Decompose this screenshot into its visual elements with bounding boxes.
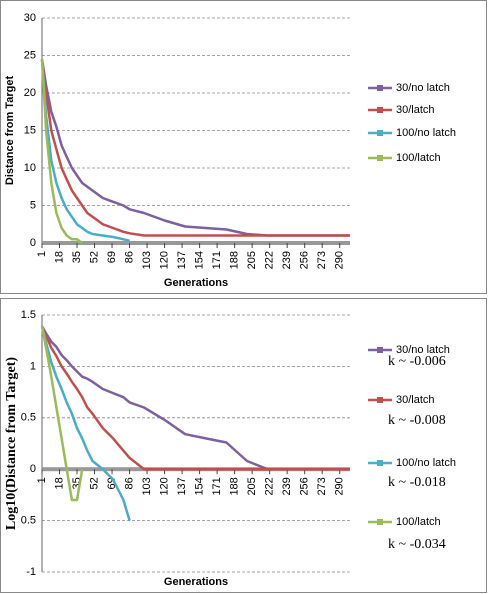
x-tick-label: 154 [194,251,206,269]
legend-marker [377,107,383,113]
y-tick-label: 10 [24,162,36,174]
series-line [40,325,131,521]
y-tick-label: 0 [30,463,36,475]
x-tick-label: 103 [141,251,153,269]
x-tick-label: 18 [53,477,65,489]
legend-label: 30/latch [396,104,435,116]
x-tick-label: 273 [316,477,328,495]
x-tick-label: 171 [211,251,223,269]
y-tick-label: 0.5 [21,412,36,424]
annotation: k ~ -0.018 [388,475,446,490]
y-tick-label: 5 [30,199,36,211]
x-tick-label: 188 [229,251,241,269]
x-tick-label: 154 [194,477,206,495]
x-tick-label: 256 [299,251,311,269]
y-tick-label: 0 [30,237,36,249]
y-tick-label: 25 [24,49,36,61]
annotation: k ~ -0.008 [388,413,446,428]
legend-marker [377,460,383,466]
x-tick-label: 120 [158,477,170,495]
x-tick-label: 69 [106,477,118,489]
x-tick-label: 18 [53,251,65,263]
x-tick-label: 188 [229,477,241,495]
legend-marker [377,347,383,353]
series-line [40,325,350,471]
x-tick-label: 86 [123,477,135,489]
x-tick-label: 1 [36,251,48,257]
legend-label: 100/latch [396,152,441,164]
x-tick-label: 1 [36,477,48,483]
y-tick-label: 20 [24,87,36,99]
series-line [40,325,350,471]
x-tick-label: 290 [334,251,346,269]
y-tick-label: 15 [24,124,36,136]
x-tick-label: 137 [176,477,188,495]
x-tick-label: 69 [106,251,118,263]
y-tick-label: 30 [24,12,36,24]
legend-label: 100/latch [396,516,441,528]
x-tick-label: 239 [281,251,293,269]
y-tick-label: 0.5 [21,515,36,527]
x-tick-label: 239 [281,477,293,495]
x-tick-label: 86 [123,251,135,263]
series-line [40,59,83,245]
x-axis-band [42,241,350,245]
y-tick-label: 1.5 [21,309,36,321]
x-tick-label: 35 [71,251,83,263]
y-axis-title: Distance from Target [4,76,16,186]
chart-frame [0,298,487,593]
x-tick-label: 205 [246,477,258,495]
x-tick-label: 222 [264,251,276,269]
x-tick-label: 273 [316,251,328,269]
x-axis-title: Generations [164,576,228,588]
series-line [40,326,84,502]
legend-label: 30/no latch [396,82,450,94]
legend-label: 30/no latch [396,344,450,356]
legend-marker [377,85,383,91]
y-tick-label: 1 [30,360,36,372]
legend-label: 30/latch [396,394,435,406]
legend-marker [377,155,383,161]
x-tick-label: 52 [88,477,100,489]
x-tick-label: 205 [246,251,258,269]
x-tick-label: 137 [176,251,188,269]
x-tick-label: 103 [141,477,153,495]
legend-marker [377,519,383,525]
annotation: k ~ -0.034 [388,537,446,552]
legend-label: 100/no latch [396,457,456,469]
annotation: k ~ -0.006 [388,354,446,369]
y-axis-title: Log10(Distance from Target) [4,357,19,530]
legend-marker [377,397,383,403]
legend-marker [377,130,383,136]
series-line [40,59,350,237]
x-axis-title: Generations [164,277,228,289]
legend-label: 100/no latch [396,127,456,139]
x-tick-label: 171 [211,477,223,495]
series-line [40,59,130,243]
x-tick-label: 52 [88,251,100,263]
chart-frame [0,0,487,294]
x-tick-label: 256 [299,477,311,495]
x-tick-label: 290 [334,477,346,495]
x-tick-label: 222 [264,477,276,495]
y-tick-label: -1 [26,566,36,578]
x-tick-label: 120 [158,251,170,269]
